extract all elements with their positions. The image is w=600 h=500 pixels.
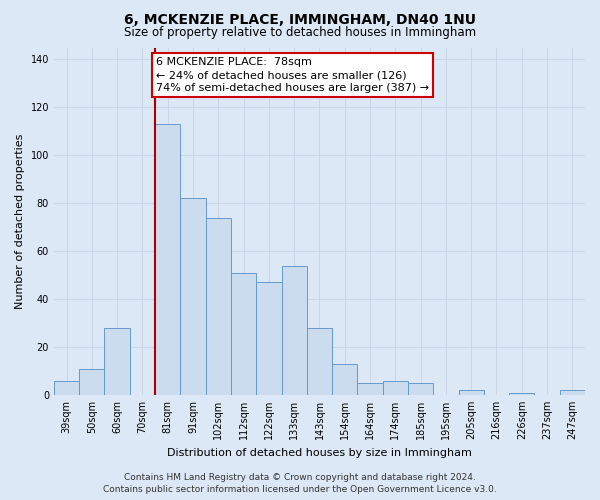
- Text: 6, MCKENZIE PLACE, IMMINGHAM, DN40 1NU: 6, MCKENZIE PLACE, IMMINGHAM, DN40 1NU: [124, 12, 476, 26]
- Text: 6 MCKENZIE PLACE:  78sqm
← 24% of detached houses are smaller (126)
74% of semi-: 6 MCKENZIE PLACE: 78sqm ← 24% of detache…: [157, 57, 430, 94]
- Text: Size of property relative to detached houses in Immingham: Size of property relative to detached ho…: [124, 26, 476, 39]
- Bar: [256, 282, 281, 395]
- Bar: [181, 198, 206, 395]
- Bar: [383, 380, 408, 395]
- Bar: [104, 328, 130, 395]
- Text: Contains HM Land Registry data © Crown copyright and database right 2024.
Contai: Contains HM Land Registry data © Crown c…: [103, 472, 497, 494]
- Bar: [458, 390, 484, 395]
- Bar: [54, 380, 79, 395]
- X-axis label: Distribution of detached houses by size in Immingham: Distribution of detached houses by size …: [167, 448, 472, 458]
- Bar: [281, 266, 307, 395]
- Bar: [307, 328, 332, 395]
- Bar: [509, 392, 535, 395]
- Bar: [408, 383, 433, 395]
- Bar: [206, 218, 231, 395]
- Bar: [358, 383, 383, 395]
- Bar: [332, 364, 358, 395]
- Bar: [560, 390, 585, 395]
- Bar: [231, 272, 256, 395]
- Bar: [155, 124, 181, 395]
- Y-axis label: Number of detached properties: Number of detached properties: [15, 134, 25, 309]
- Bar: [79, 368, 104, 395]
